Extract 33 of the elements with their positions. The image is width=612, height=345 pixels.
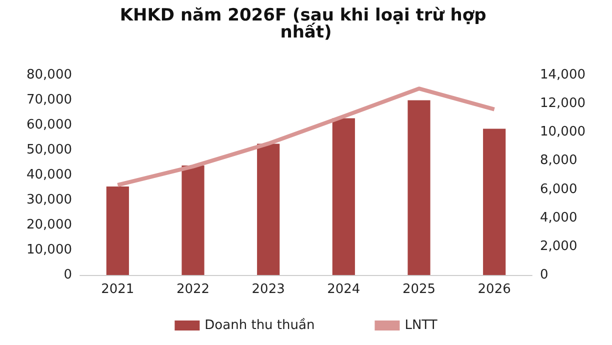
x-tick-label: 2026 bbox=[478, 282, 511, 297]
bar bbox=[483, 128, 506, 275]
y2-tick-label: 12,000 bbox=[540, 96, 586, 112]
y-tick-label: 50,000 bbox=[26, 142, 72, 158]
y2-tick-label: 8,000 bbox=[540, 153, 578, 168]
bar bbox=[408, 100, 430, 275]
y2-tick-label: 6,000 bbox=[540, 182, 578, 197]
y2-tick-label: 2,000 bbox=[540, 238, 578, 254]
y2-tick-label: 4,000 bbox=[540, 210, 578, 226]
y-tick-label: 30,000 bbox=[26, 192, 72, 208]
y2-tick-label: 0 bbox=[540, 268, 548, 282]
y2-tick-label: 14,000 bbox=[540, 68, 586, 82]
bar bbox=[182, 166, 204, 275]
bar bbox=[257, 144, 280, 275]
y-tick-label: 60,000 bbox=[26, 118, 72, 132]
y2-tick-label: 10,000 bbox=[540, 124, 586, 140]
y-tick-label: 0 bbox=[64, 268, 72, 282]
x-tick-label: 2023 bbox=[252, 282, 285, 297]
x-tick-label: 2021 bbox=[101, 282, 134, 297]
line-series bbox=[116, 86, 496, 187]
y-tick-label: 40,000 bbox=[26, 168, 72, 182]
x-tick-label: 2024 bbox=[327, 282, 360, 297]
x-tick-label: 2025 bbox=[402, 282, 436, 297]
y-tick-label: 20,000 bbox=[26, 218, 72, 232]
legend-label: LNTT bbox=[404, 318, 438, 333]
x-tick-label: 2022 bbox=[176, 282, 210, 297]
chart-title: KHKD năm 2026F (sau khi loại trừ hợp nhất) bbox=[120, 6, 492, 42]
bar bbox=[106, 186, 129, 275]
y-tick-label: 80,000 bbox=[26, 68, 72, 82]
y-tick-label: 10,000 bbox=[26, 242, 72, 258]
y-tick-label: 70,000 bbox=[26, 92, 72, 108]
legend-label: Doanh thu thuần bbox=[204, 317, 315, 333]
bar bbox=[332, 118, 355, 275]
